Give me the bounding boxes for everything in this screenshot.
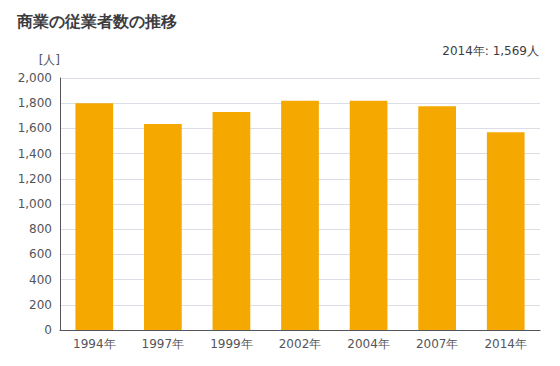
svg-text:800: 800 xyxy=(29,222,52,236)
svg-text:1,000: 1,000 xyxy=(18,197,52,211)
svg-text:[人]: [人] xyxy=(39,53,60,67)
svg-text:1,400: 1,400 xyxy=(18,147,52,161)
svg-text:1,600: 1,600 xyxy=(18,121,52,135)
svg-text:2,000: 2,000 xyxy=(18,71,52,85)
svg-text:2014年: 2014年 xyxy=(484,337,527,351)
svg-text:2002年: 2002年 xyxy=(279,337,322,351)
svg-text:2007年: 2007年 xyxy=(416,337,459,351)
svg-text:1997年: 1997年 xyxy=(142,337,185,351)
svg-text:1999年: 1999年 xyxy=(210,337,253,351)
svg-text:400: 400 xyxy=(29,273,52,287)
svg-text:200: 200 xyxy=(29,298,52,312)
svg-text:1,800: 1,800 xyxy=(18,96,52,110)
svg-text:1,200: 1,200 xyxy=(18,172,52,186)
svg-text:600: 600 xyxy=(29,247,52,261)
svg-text:2004年: 2004年 xyxy=(347,337,390,351)
svg-text:2014年: 1,569人: 2014年: 1,569人 xyxy=(442,44,539,58)
svg-text:0: 0 xyxy=(44,323,52,337)
svg-text:1994年: 1994年 xyxy=(73,337,116,351)
svg-text:商業の従業者数の推移: 商業の従業者数の推移 xyxy=(16,12,177,31)
